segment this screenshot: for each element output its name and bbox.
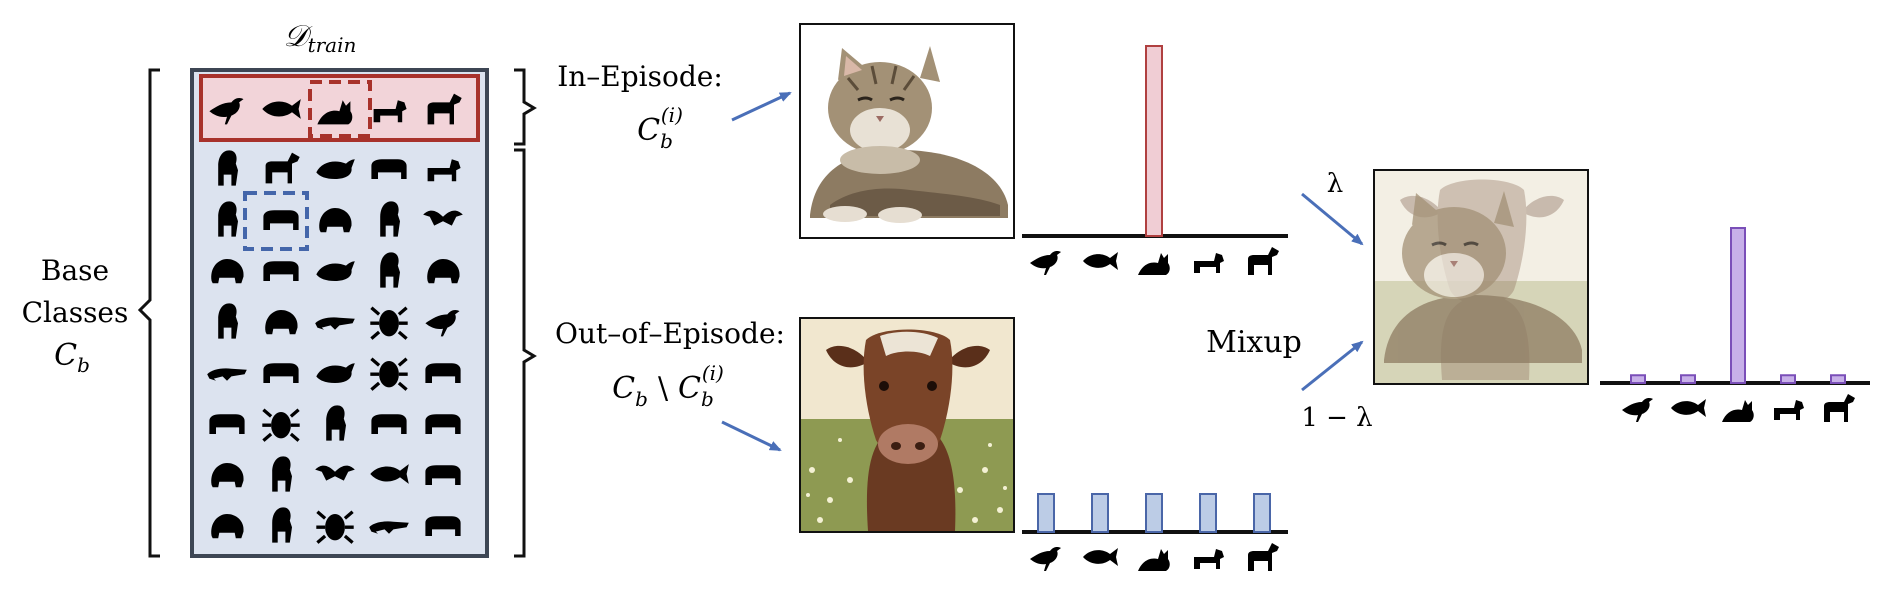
dog-icon xyxy=(1194,549,1224,569)
horse-icon xyxy=(1824,394,1855,422)
base-classes-line1: Base xyxy=(41,254,109,287)
in-episode-label: In–Episode: xyxy=(557,60,723,93)
label-bar-dog xyxy=(1199,493,1217,533)
in-episode-bracket xyxy=(514,68,537,146)
label-bar-horse xyxy=(1253,493,1271,533)
octopus-icon xyxy=(368,306,410,341)
horse-icon xyxy=(1248,247,1279,275)
fish-icon xyxy=(1083,548,1118,566)
fish-icon xyxy=(1671,399,1706,417)
cat-icon xyxy=(1722,400,1754,422)
label-bar-dog xyxy=(1780,374,1796,384)
cat-photo xyxy=(799,23,1015,239)
mixup-label: Mixup xyxy=(1206,325,1302,360)
label-bar-bird xyxy=(1037,493,1055,533)
out-episode-label-chart xyxy=(1022,493,1288,571)
label-bar-cat xyxy=(1730,227,1746,384)
base-classes-symbol: Cb xyxy=(54,338,90,377)
fish-icon xyxy=(1083,252,1118,270)
arrow-to-cow-image xyxy=(721,420,782,452)
selected-cow-highlight xyxy=(243,191,309,251)
out-episode-symbol: Cb \ Cb(i) xyxy=(612,361,724,411)
cow-photo xyxy=(799,317,1015,533)
horse-icon xyxy=(1248,543,1279,571)
label-bar-horse xyxy=(1830,374,1846,384)
arrow-to-cat-image xyxy=(731,91,792,122)
label-bar-fish xyxy=(1091,493,1109,533)
mixup-photo xyxy=(1373,169,1589,385)
scorpion-icon xyxy=(260,408,302,443)
label-bar-fish xyxy=(1680,374,1696,384)
dog-icon xyxy=(1774,400,1804,420)
dataset-title: 𝒟train xyxy=(284,19,357,57)
base-classes-line2: Classes xyxy=(22,296,129,329)
cat-icon xyxy=(1138,549,1170,571)
out-episode-label: Out–of–Episode: xyxy=(555,317,785,350)
dog-icon xyxy=(1194,253,1224,273)
label-bar-cat xyxy=(1145,45,1163,237)
cat-icon xyxy=(1138,253,1170,275)
in-episode-label-chart xyxy=(1022,45,1288,275)
bird-icon xyxy=(1622,398,1653,422)
bird-icon xyxy=(1030,251,1061,275)
crab-icon xyxy=(314,510,356,545)
in-episode-symbol: Cb(i) xyxy=(637,103,683,153)
beetle-icon xyxy=(368,357,410,392)
label-bar-cat xyxy=(1145,493,1163,533)
arrow-one-minus-lambda xyxy=(1301,340,1364,392)
label-bar-bird xyxy=(1630,374,1646,384)
base-classes-bracket xyxy=(137,68,160,558)
lambda-label: λ xyxy=(1327,169,1343,199)
selected-cat-highlight xyxy=(308,80,372,138)
out-episode-bracket xyxy=(514,148,537,558)
arrow-lambda xyxy=(1301,192,1364,246)
mixup-label-chart xyxy=(1600,227,1870,422)
one-minus-lambda-label: 1 − λ xyxy=(1301,403,1372,433)
bird-icon xyxy=(1030,547,1061,571)
